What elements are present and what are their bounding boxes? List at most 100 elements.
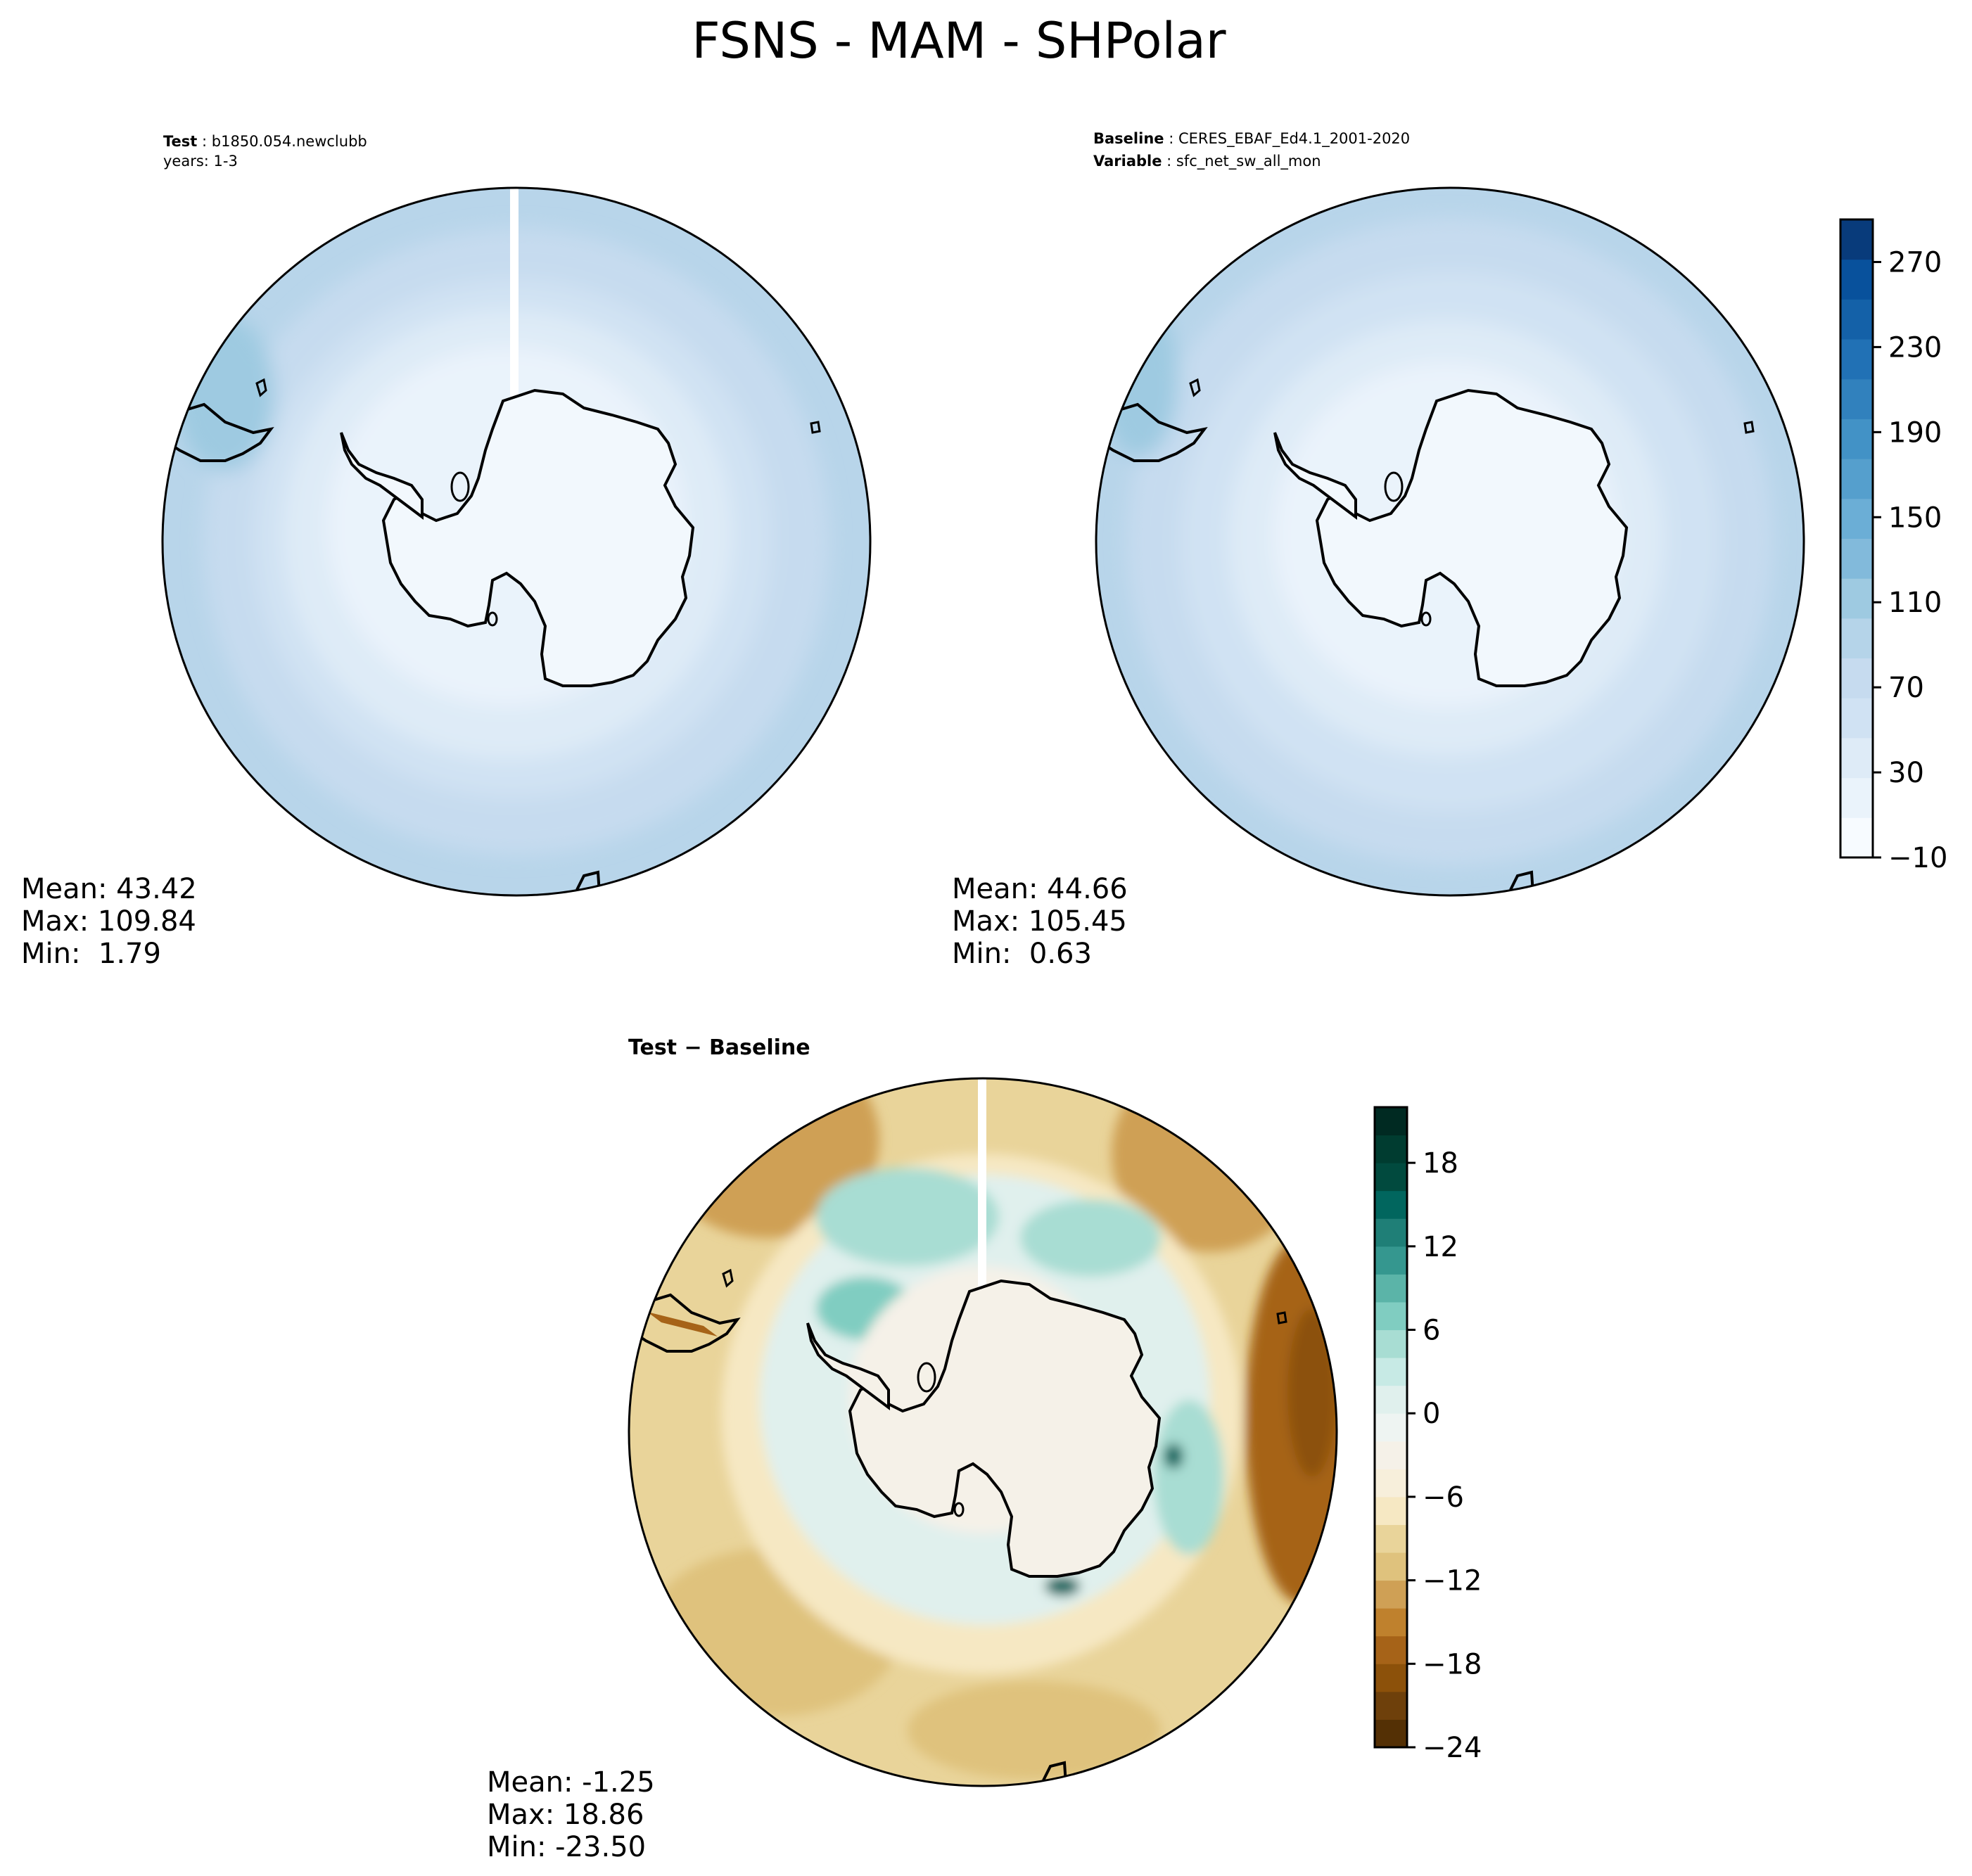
- diff-mean: Mean: -1.25: [487, 1766, 655, 1799]
- colorbar-diff-segment: [1375, 1163, 1407, 1192]
- test-panel: Test : b1850.054.newclubb years: 1-3 Mea…: [21, 133, 872, 970]
- colorbar-diff-segment: [1375, 1719, 1407, 1748]
- test-label-value: b1850.054.newclubb: [212, 133, 367, 150]
- diff-teal-dark-spot: [1045, 1576, 1080, 1596]
- test-south-america: [167, 402, 274, 462]
- colorbar-diff-segment: [1375, 1329, 1407, 1358]
- test-map-border: [161, 186, 872, 897]
- diff-island-c: [1276, 1311, 1287, 1325]
- diff-peninsula: [806, 1322, 890, 1410]
- colorbar-diff-tick-label: −6: [1423, 1481, 1464, 1514]
- test-coast-bottom: [575, 870, 601, 894]
- colorbar-main-tick-label: 150: [1888, 502, 1942, 534]
- baseline-island-a: [1384, 471, 1404, 502]
- colorbar-diff-segment: [1375, 1107, 1407, 1136]
- diff-island-b: [953, 1502, 965, 1517]
- colorbar-diff-tick-label: −12: [1423, 1565, 1482, 1597]
- test-label-sep: :: [197, 133, 211, 150]
- colorbar-main-segment: [1840, 817, 1873, 858]
- colorbar-diff-segment: [1375, 1496, 1407, 1525]
- colorbar-main-segment: [1840, 459, 1873, 499]
- colorbar-diff-segment: [1375, 1246, 1407, 1275]
- baseline-label-bold: Baseline: [1093, 130, 1164, 147]
- colorbar-diff-tick-label: 0: [1423, 1398, 1440, 1430]
- diff-south-america: [634, 1293, 741, 1353]
- colorbar-diff-segment: [1375, 1301, 1407, 1331]
- colorbar-main-segment: [1840, 299, 1873, 340]
- colorbar-diff-tick-label: −24: [1423, 1732, 1482, 1764]
- colorbar-diff-segment: [1375, 1608, 1407, 1637]
- diff-falklands: [722, 1268, 734, 1288]
- colorbar-diff: −24 −18 −12 −6 0 6 12 18: [1373, 1106, 1482, 1764]
- test-label: Test : b1850.054.newclubb: [163, 133, 367, 150]
- colorbar-diff-segment: [1375, 1469, 1407, 1498]
- test-min: Min: 1.79: [21, 938, 161, 970]
- colorbar-diff-segment: [1375, 1441, 1407, 1469]
- baseline-island-b: [1420, 611, 1432, 627]
- test-max: Max: 109.84: [21, 905, 196, 938]
- colorbar-diff-segment: [1375, 1552, 1407, 1581]
- colorbar-diff-segment: [1375, 1413, 1407, 1442]
- colorbar-diff-tick-label: 12: [1423, 1231, 1458, 1263]
- colorbar-diff-segment: [1375, 1580, 1407, 1609]
- colorbar-main-tick-label: 110: [1888, 587, 1942, 619]
- colorbar-diff-segment: [1375, 1524, 1407, 1553]
- baseline-label2-value: sfc_net_sw_all_mon: [1176, 153, 1321, 170]
- baseline-map-border: [1095, 186, 1805, 897]
- colorbar-main-segment: [1840, 777, 1873, 818]
- test-island-a: [450, 471, 470, 502]
- colorbar-diff-segment: [1375, 1385, 1407, 1414]
- colorbar-main-tick-label: 230: [1888, 331, 1942, 364]
- baseline-max: Max: 105.45: [952, 905, 1127, 938]
- baseline-coast-bottom: [1509, 870, 1534, 894]
- baseline-label-sep: :: [1164, 130, 1178, 147]
- colorbar-main-tick-label: −10: [1888, 842, 1947, 874]
- test-mean: Mean: 43.42: [21, 873, 197, 905]
- test-island-b: [487, 611, 498, 627]
- colorbar-diff-segment: [1375, 1691, 1407, 1720]
- colorbar-main-segment: [1840, 419, 1873, 459]
- colorbar-main-segment: [1840, 259, 1873, 300]
- colorbar-diff-segment: [1375, 1635, 1407, 1664]
- diff-max: Max: 18.86: [487, 1799, 644, 1831]
- colorbar-diff-tick-label: 18: [1423, 1147, 1458, 1180]
- colorbar-diff-segment: [1375, 1135, 1407, 1163]
- test-label-bold: Test: [163, 133, 197, 150]
- colorbar-main-segment: [1840, 618, 1873, 659]
- diff-stripe: [647, 1312, 718, 1336]
- diff-island-a: [917, 1362, 936, 1393]
- colorbar-main-segment: [1840, 698, 1873, 739]
- colorbar-diff-segment: [1375, 1190, 1407, 1219]
- diff-teal-north-a: [816, 1168, 999, 1266]
- diff-teal-dark-spot-2: [1164, 1443, 1183, 1469]
- diff-teal-north-b: [1020, 1199, 1161, 1277]
- colorbar-diff-segment: [1375, 1274, 1407, 1303]
- baseline-label: Baseline : CERES_EBAF_Ed4.1_2001-2020: [1093, 130, 1410, 148]
- baseline-min: Min: 0.63: [952, 938, 1092, 970]
- colorbar-main-segment: [1840, 378, 1873, 419]
- diff-min: Min: -23.50: [487, 1831, 646, 1863]
- colorbar-main: −10 30 70 110 150 190 230 270: [1839, 218, 1947, 874]
- baseline-panel: Baseline : CERES_EBAF_Ed4.1_2001-2020 Va…: [952, 130, 1805, 970]
- diff-map-border: [628, 1077, 1338, 1787]
- colorbar-diff-segment: [1375, 1218, 1407, 1247]
- colorbar-main-segment: [1840, 339, 1873, 380]
- baseline-south-america: [1101, 402, 1208, 462]
- baseline-label2: Variable : sfc_net_sw_all_mon: [1093, 153, 1321, 170]
- diff-label: Test − Baseline: [628, 1035, 810, 1060]
- diff-map: [629, 1078, 1337, 1786]
- test-label-line2: years: 1-3: [163, 153, 238, 170]
- colorbar-main-segment: [1840, 658, 1873, 698]
- colorbar-main-tick-label: 190: [1888, 416, 1942, 449]
- colorbar-main-tick-label: 30: [1888, 757, 1924, 789]
- baseline-label-value: CERES_EBAF_Ed4.1_2001-2020: [1178, 130, 1410, 148]
- colorbar-main-segment: [1840, 737, 1873, 779]
- colorbar-main-segment: [1840, 219, 1873, 260]
- test-falklands: [255, 378, 267, 397]
- baseline-falklands: [1189, 378, 1201, 397]
- diff-brown-east-dark: [1287, 1308, 1337, 1477]
- colorbar-main-segment: [1840, 498, 1873, 539]
- colorbar-main-segment: [1840, 578, 1873, 619]
- baseline-label2-bold: Variable: [1093, 153, 1162, 170]
